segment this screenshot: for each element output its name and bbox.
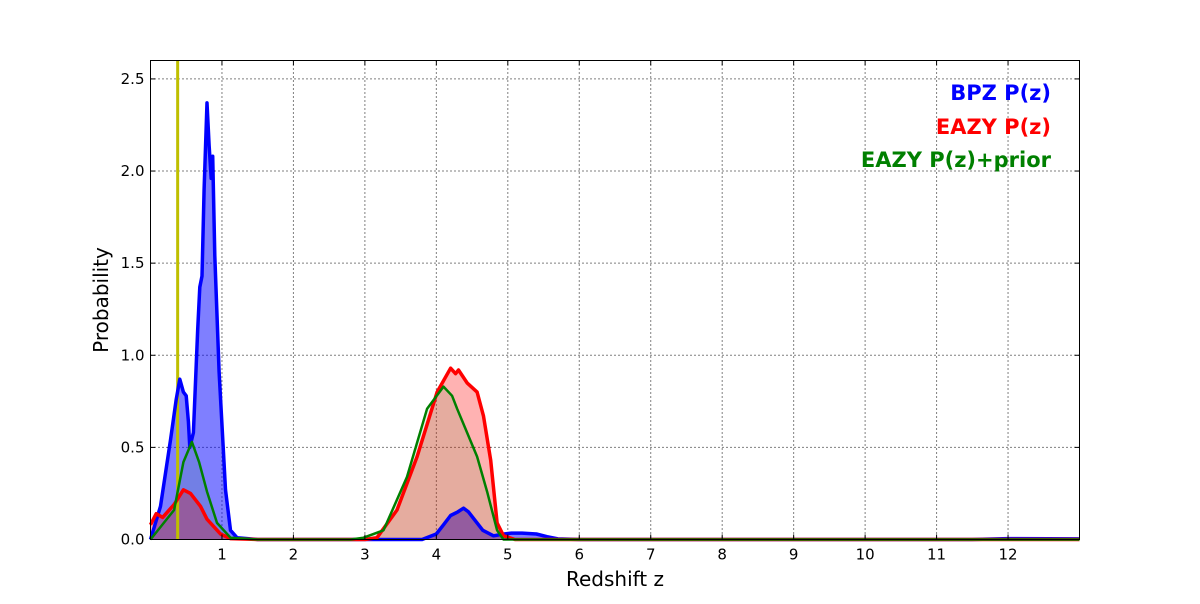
ticks: 1 2 3 4 5 6 7 8 9 10 11 120.00.51.01.52.02.5 [121,60,1080,564]
legend-eazy: EAZY P(z) [936,115,1051,139]
series-lines [148,101,1080,542]
plot-frame [150,60,1080,540]
x-axis-label: Redshift z [566,567,664,591]
eazy-fill [150,368,1080,540]
eazy-line [148,366,1080,542]
eazy-prior-fill [150,386,1080,540]
legend: BPZ P(z) EAZY P(z) EAZY P(z)+prior [861,81,1052,172]
x-tick-label: 6 [574,546,584,564]
y-axis-label: Probability [89,247,113,353]
y-tick-label: 0.5 [121,438,145,456]
x-tick-label: 4 [432,546,442,564]
y-tick-label: 2.0 [121,162,145,180]
x-tick-label: 9 [789,546,799,564]
bpz-line [148,101,1080,542]
y-tick-label: 2.5 [121,70,145,88]
x-tick-label: 1 [217,546,227,564]
x-tick-label: 8 [717,546,727,564]
x-tick-label: 2 [289,546,299,564]
y-tick-label: 1.0 [121,346,145,364]
x-tick-label: 5 [503,546,513,564]
y-tick-label: 0.0 [121,531,145,549]
x-tick-label: 11 [927,546,946,564]
x-tick-label: 12 [998,546,1017,564]
legend-eazy-prior: EAZY P(z)+prior [861,148,1052,172]
y-tick-label: 1.5 [121,254,145,272]
legend-bpz: BPZ P(z) [950,81,1051,105]
x-tick-label: 10 [856,546,875,564]
x-tick-label: 7 [646,546,656,564]
eazy-prior-line [149,385,1080,541]
x-tick-label: 3 [360,546,370,564]
